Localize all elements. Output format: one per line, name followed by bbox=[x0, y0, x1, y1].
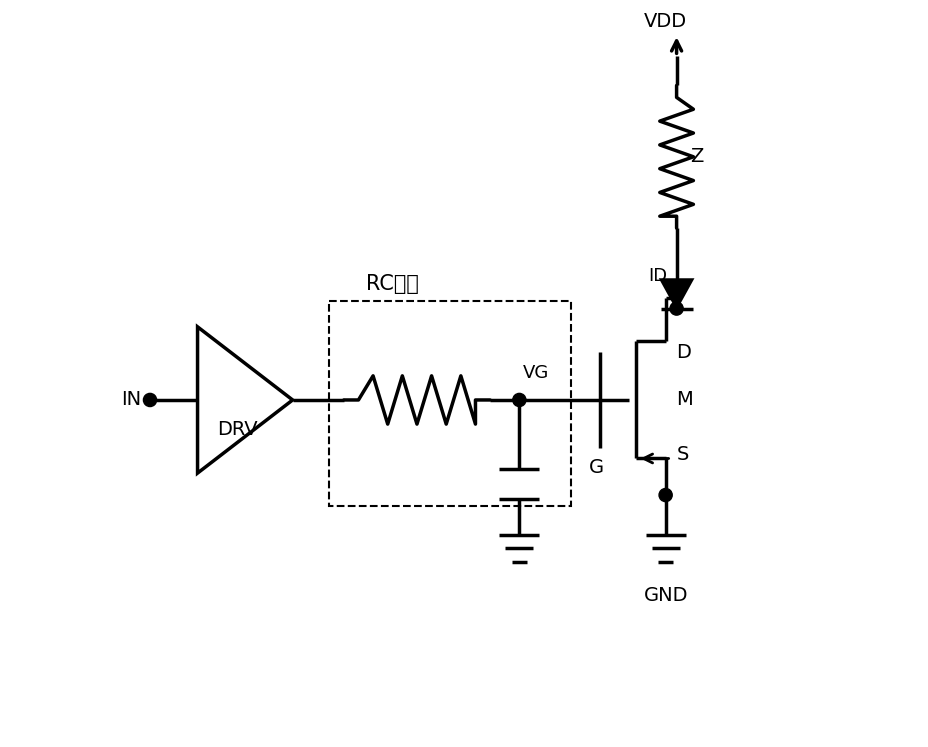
Circle shape bbox=[669, 302, 682, 315]
Text: VDD: VDD bbox=[643, 12, 687, 31]
Text: DRV: DRV bbox=[217, 420, 258, 438]
Text: M: M bbox=[676, 391, 692, 409]
Polygon shape bbox=[660, 279, 692, 309]
Circle shape bbox=[512, 394, 525, 406]
Text: Z: Z bbox=[689, 147, 702, 167]
Text: RC延时: RC延时 bbox=[366, 274, 419, 294]
Text: IN: IN bbox=[121, 391, 141, 409]
Text: GND: GND bbox=[643, 586, 687, 605]
Text: VG: VG bbox=[522, 364, 548, 382]
Text: G: G bbox=[588, 459, 603, 477]
Text: ID: ID bbox=[648, 267, 667, 285]
Circle shape bbox=[143, 394, 157, 406]
Circle shape bbox=[658, 489, 672, 502]
Text: S: S bbox=[676, 445, 689, 465]
Text: D: D bbox=[676, 343, 690, 362]
